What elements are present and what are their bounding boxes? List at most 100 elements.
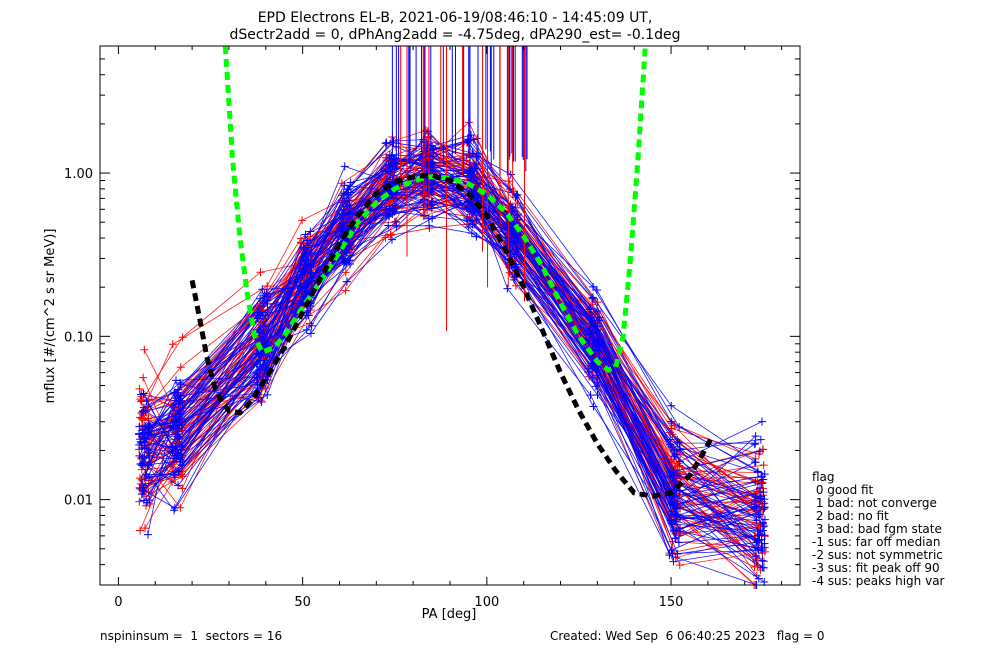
plus-marker (425, 221, 434, 230)
plus-marker (472, 152, 481, 161)
plus-marker (755, 447, 764, 456)
plus-marker (419, 161, 428, 170)
plus-marker (141, 501, 150, 510)
plus-marker (467, 229, 476, 238)
plus-marker (135, 430, 144, 439)
plus-marker (142, 470, 151, 479)
footer-created-timestamp: Created: Wed Sep 6 06:40:25 2023 flag = … (550, 629, 825, 643)
plus-marker (301, 249, 310, 258)
plus-marker (503, 222, 512, 231)
plus-marker (139, 373, 148, 382)
plus-marker (174, 427, 183, 436)
plus-marker (256, 294, 265, 303)
plus-marker (425, 157, 434, 166)
plus-marker (298, 216, 307, 225)
plus-marker (143, 530, 152, 539)
plus-marker (263, 390, 272, 399)
plus-marker (428, 214, 437, 223)
plus-marker (505, 263, 514, 272)
blue-traces (135, 127, 769, 589)
plus-marker (669, 468, 678, 477)
plus-marker (341, 286, 350, 295)
plus-marker (341, 268, 350, 277)
plus-marker (672, 526, 681, 535)
plus-marker (260, 299, 269, 308)
plus-marker (392, 222, 401, 231)
plus-marker (753, 467, 762, 476)
plus-marker (170, 503, 179, 512)
plus-marker (757, 417, 766, 426)
plus-marker (168, 340, 177, 349)
plus-marker (173, 394, 182, 403)
plus-marker (676, 445, 685, 454)
plus-marker (262, 358, 271, 367)
plus-marker (760, 522, 769, 531)
plus-marker (141, 407, 150, 416)
plus-marker (299, 243, 308, 252)
plus-marker (341, 247, 350, 256)
plus-marker (667, 401, 676, 410)
plus-marker (253, 360, 262, 369)
plus-marker (759, 461, 768, 470)
plus-marker (464, 223, 473, 232)
plus-marker (382, 210, 391, 219)
plus-marker (665, 551, 674, 560)
plus-marker (472, 159, 481, 168)
plus-marker (143, 498, 152, 507)
flux-trace (148, 141, 757, 498)
plus-marker (759, 475, 768, 484)
plus-marker (758, 543, 767, 552)
plus-marker (176, 392, 185, 401)
plus-marker (174, 481, 183, 490)
plus-marker (591, 382, 600, 391)
plus-marker (145, 453, 154, 462)
plus-marker (391, 217, 400, 226)
plus-marker (756, 510, 765, 519)
legend-entry-bad-fgm-state: 3 bad: bad fgm state (812, 522, 942, 536)
plus-marker (760, 470, 769, 479)
plus-marker (589, 402, 598, 411)
flux-trace (142, 163, 760, 488)
plus-marker (751, 432, 760, 441)
plus-marker (428, 165, 437, 174)
plus-marker (752, 516, 761, 525)
plus-marker (675, 422, 684, 431)
plus-marker (511, 245, 520, 254)
plus-marker (139, 428, 148, 437)
legend-title: flag (812, 470, 835, 484)
legend-entry-not-symmetric: -2 sus: not symmetric (812, 548, 943, 562)
plus-marker (256, 268, 265, 277)
plus-marker (252, 368, 261, 377)
plus-marker (176, 363, 185, 372)
plus-marker (391, 158, 400, 167)
plus-marker (503, 284, 512, 293)
y-axis-label: mflux [#/(cm^2 s sr MeV)] (43, 229, 58, 404)
x-axis-label: PA [deg] (422, 607, 477, 622)
plus-marker (755, 535, 764, 544)
plus-marker (751, 477, 760, 486)
plus-marker (176, 415, 185, 424)
legend-entry-fit-peak-off-90: -3 sus: fit peak off 90 (812, 561, 940, 575)
flux-trace (142, 198, 763, 555)
x-tick-label: 150 (659, 595, 684, 610)
plus-marker (137, 439, 146, 448)
plus-marker (171, 388, 180, 397)
plus-marker (756, 435, 765, 444)
x-tick-label: 0 (114, 595, 122, 610)
plus-marker (388, 235, 397, 244)
plus-marker (464, 166, 473, 175)
plus-marker (751, 552, 760, 561)
x-tick-label: 50 (294, 595, 311, 610)
plus-marker (169, 470, 178, 479)
plus-marker (297, 287, 306, 296)
plus-marker (343, 277, 352, 286)
plus-marker (345, 210, 354, 219)
plus-marker (137, 443, 146, 452)
legend-entry-not-converge: 1 bad: not converge (812, 496, 937, 510)
plus-marker (144, 430, 153, 439)
plus-marker (176, 455, 185, 464)
plus-marker (143, 462, 152, 471)
plus-marker (176, 378, 185, 387)
plus-marker (666, 472, 675, 481)
plus-marker (139, 403, 148, 412)
